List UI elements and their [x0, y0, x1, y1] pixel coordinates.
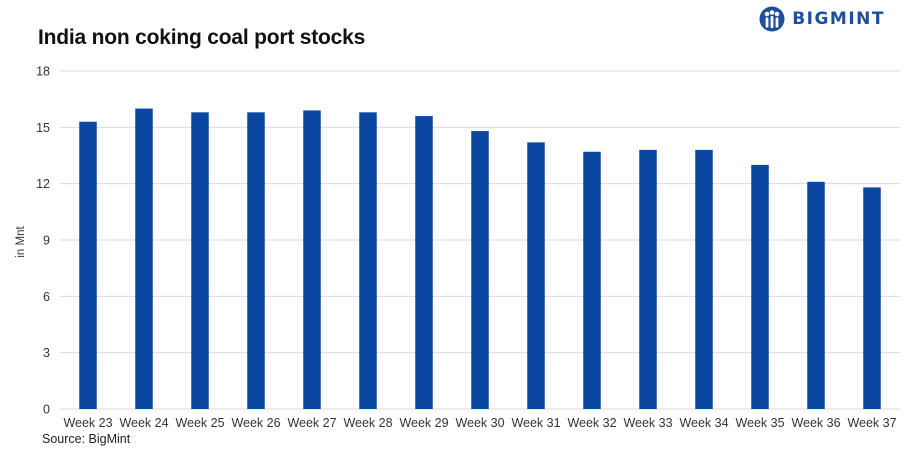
bar-week-26 — [247, 112, 265, 410]
brand-name: BIGMINT — [792, 9, 885, 29]
y-tick-label: 9 — [43, 234, 50, 248]
x-tick-label: Week 32 — [567, 416, 616, 430]
y-tick-label: 12 — [36, 177, 50, 191]
bar-week-37 — [863, 187, 881, 409]
bigmint-logo-icon — [759, 6, 785, 32]
x-tick-labels: Week 23 Week 24 Week 25 Week 26 Week 27 Week … — [63, 416, 896, 430]
bar-week-32 — [583, 151, 601, 409]
x-tick-label: Week 37 — [847, 416, 896, 430]
y-tick-label: 18 — [36, 65, 50, 79]
bar-week-34 — [695, 149, 713, 409]
bar-week-25 — [191, 112, 209, 410]
bar-week-27 — [303, 110, 321, 409]
x-tick-label: Week 34 — [679, 416, 728, 430]
y-tick-label: 0 — [43, 403, 50, 417]
x-tick-label: Week 28 — [343, 416, 392, 430]
bar-week-35 — [751, 164, 769, 409]
x-tick-label: Week 29 — [399, 416, 448, 430]
bar-week-23 — [79, 121, 97, 409]
bar-week-30 — [471, 131, 489, 410]
bigmint-logo: BIGMINT — [759, 4, 885, 34]
source-note: Source: BigMint — [42, 432, 131, 446]
y-tick-label: 6 — [43, 290, 50, 304]
y-tick-label: 3 — [43, 346, 50, 360]
bar-week-24 — [135, 108, 153, 410]
y-tick-label: 15 — [36, 121, 50, 135]
y-tick-labels: 0 3 6 9 12 15 18 — [36, 65, 50, 417]
bar-week-28 — [359, 112, 377, 410]
x-tick-label: Week 24 — [119, 416, 168, 430]
bar-week-33 — [639, 149, 657, 409]
chart-title: India non coking coal port stocks — [38, 26, 366, 49]
x-tick-label: Week 31 — [511, 416, 560, 430]
bar-week-31 — [527, 142, 545, 409]
x-tick-label: Week 35 — [735, 416, 784, 430]
x-tick-label: Week 23 — [63, 416, 112, 430]
y-axis-label: in Mnt — [15, 226, 27, 258]
x-tick-label: Week 27 — [287, 416, 336, 430]
x-tick-label: Week 36 — [791, 416, 840, 430]
bar-week-29 — [415, 116, 433, 410]
x-tick-label: Week 33 — [623, 416, 672, 430]
bars — [79, 108, 881, 410]
bar-week-36 — [807, 181, 825, 409]
x-tick-label: Week 30 — [455, 416, 504, 430]
x-tick-label: Week 26 — [231, 416, 280, 430]
x-tick-label: Week 25 — [175, 416, 224, 430]
